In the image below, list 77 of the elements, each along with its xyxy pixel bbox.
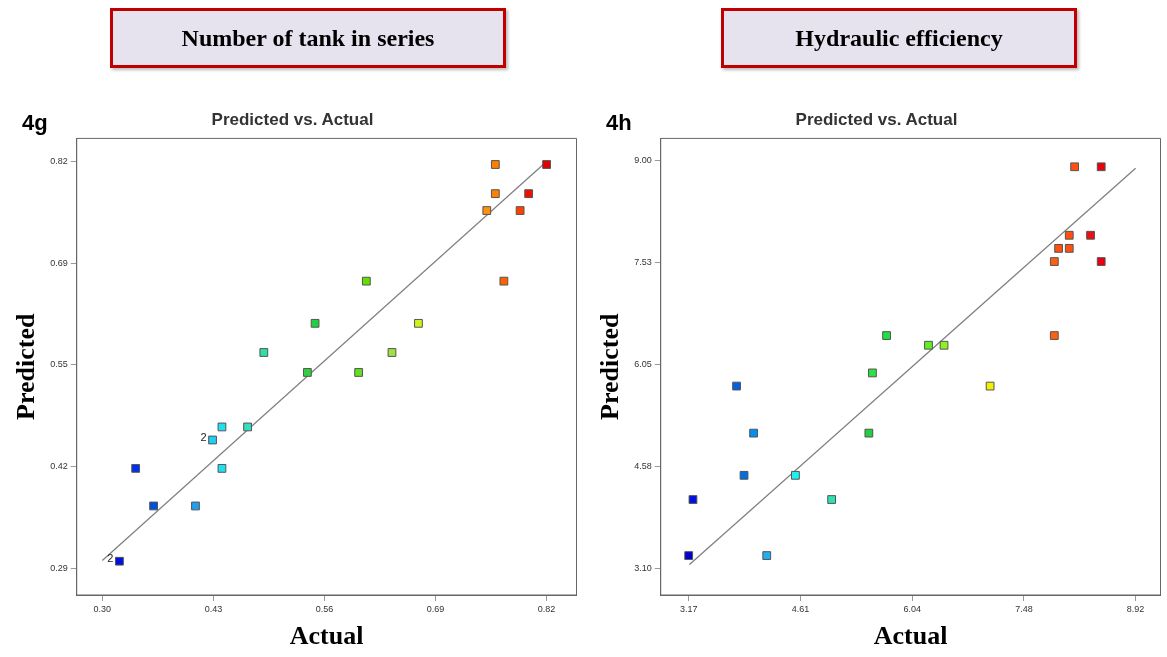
point: [482, 206, 492, 215]
point: [524, 189, 534, 199]
point: [688, 495, 698, 504]
point: [762, 551, 772, 560]
point: [243, 422, 252, 432]
text: 4g: [22, 110, 48, 136]
point: [354, 368, 364, 377]
point: [361, 276, 371, 286]
point: [208, 435, 217, 445]
point: [490, 160, 500, 169]
x-tick-label: 0.56: [315, 603, 334, 614]
x-tick-label: 7.48: [1015, 603, 1033, 614]
point: [684, 551, 694, 560]
point: [1086, 230, 1095, 240]
point: [191, 501, 200, 511]
point: [115, 556, 124, 566]
point: [542, 160, 551, 169]
point: [985, 381, 995, 391]
y-axis-title: Predicted: [11, 312, 41, 420]
point: [749, 428, 758, 438]
point: [739, 470, 749, 480]
y-tick-label: 3.10: [634, 563, 652, 574]
point: [414, 318, 423, 328]
point: [1096, 257, 1106, 266]
point: [310, 318, 320, 328]
point: [732, 381, 741, 391]
x-tick-label: 0.30: [93, 603, 112, 614]
x-tick-label: 0.69: [426, 603, 445, 614]
y-tick-label: 0.42: [50, 460, 68, 471]
point: [515, 206, 525, 215]
x-tick-label: 6.04: [903, 603, 921, 614]
annotation: 2: [107, 552, 114, 565]
y-axis-title: Predicted: [595, 312, 625, 420]
point: [259, 348, 269, 357]
point: [217, 422, 227, 432]
y-tick-label: 6.05: [634, 359, 652, 370]
point: [217, 463, 227, 473]
y-tick-label: 7.53: [634, 257, 652, 268]
point: [303, 368, 312, 377]
text: 4h: [606, 110, 632, 136]
y-tick-label: 9.00: [634, 155, 652, 166]
point: [1070, 162, 1079, 172]
x-tick-label: 8.92: [1126, 603, 1145, 614]
x-tick-label: 0.82: [537, 603, 556, 614]
point: [939, 340, 949, 350]
point: [149, 501, 158, 511]
point: [882, 331, 891, 340]
point: [1054, 244, 1063, 253]
point: [864, 428, 874, 438]
chart-subtitle: Predicted vs. Actual: [795, 109, 958, 129]
annotation: 2: [200, 431, 207, 444]
point: [827, 495, 837, 504]
point: [131, 463, 141, 473]
point: [791, 470, 800, 480]
point: [924, 340, 933, 350]
x-axis-title: Actual: [873, 621, 948, 651]
point: [387, 348, 397, 357]
x-axis-title: Actual: [289, 621, 364, 651]
point: [1049, 331, 1059, 340]
y-tick-label: 0.69: [50, 257, 68, 268]
y-tick-label: 4.58: [634, 461, 652, 472]
y-tick-label: 0.82: [50, 155, 68, 166]
point: [1064, 244, 1074, 253]
point: [1096, 162, 1106, 172]
x-tick-label: 0.43: [204, 603, 223, 614]
point: [868, 368, 877, 378]
x-tick-label: 4.61: [791, 603, 810, 614]
y-tick-label: 0.29: [50, 562, 68, 573]
y-tick-label: 0.55: [50, 359, 68, 370]
x-tick-label: 3.17: [679, 603, 698, 614]
point: [490, 189, 500, 199]
chart-subtitle: Predicted vs. Actual: [211, 109, 374, 129]
chart-title: Number of tank in series: [110, 8, 506, 68]
point: [1049, 257, 1059, 266]
point: [499, 276, 509, 286]
chart-title: Hydraulic efficiency: [721, 8, 1077, 68]
point: [1064, 230, 1074, 240]
